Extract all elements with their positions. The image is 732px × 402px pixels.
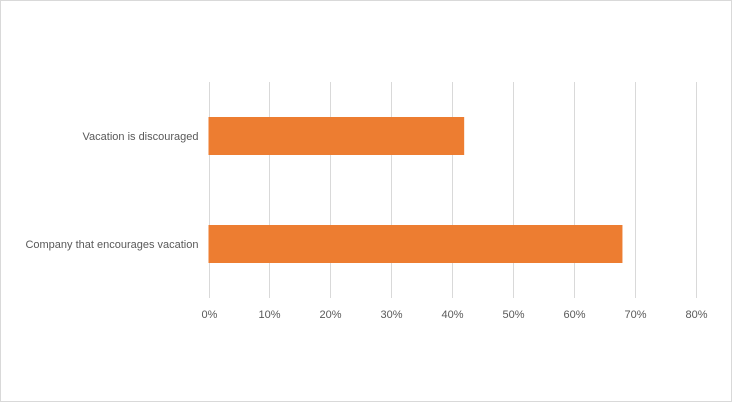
bars (208, 117, 623, 263)
x-tick-label: 20% (319, 309, 341, 321)
x-tick-label: 10% (258, 309, 280, 321)
category-label-1: Company that encourages vacation (25, 239, 198, 251)
x-tick-label: 0% (202, 309, 218, 321)
x-tick-label: 80% (685, 309, 707, 321)
bar-0 (208, 117, 465, 155)
x-tick-label: 70% (624, 309, 646, 321)
x-tick-label: 40% (441, 309, 463, 321)
x-tick-label: 30% (380, 309, 402, 321)
category-label-0: Vacation is discouraged (83, 131, 199, 143)
bar-1 (208, 225, 623, 263)
category-labels: Vacation is discouraged Company that enco… (25, 131, 198, 251)
x-tick-label: 60% (563, 309, 585, 321)
gridlines (209, 82, 697, 298)
x-tick-label: 50% (502, 309, 524, 321)
x-axis-tick-labels: 0% 10% 20% 30% 40% 50% 60% 70% 80% (202, 309, 708, 321)
